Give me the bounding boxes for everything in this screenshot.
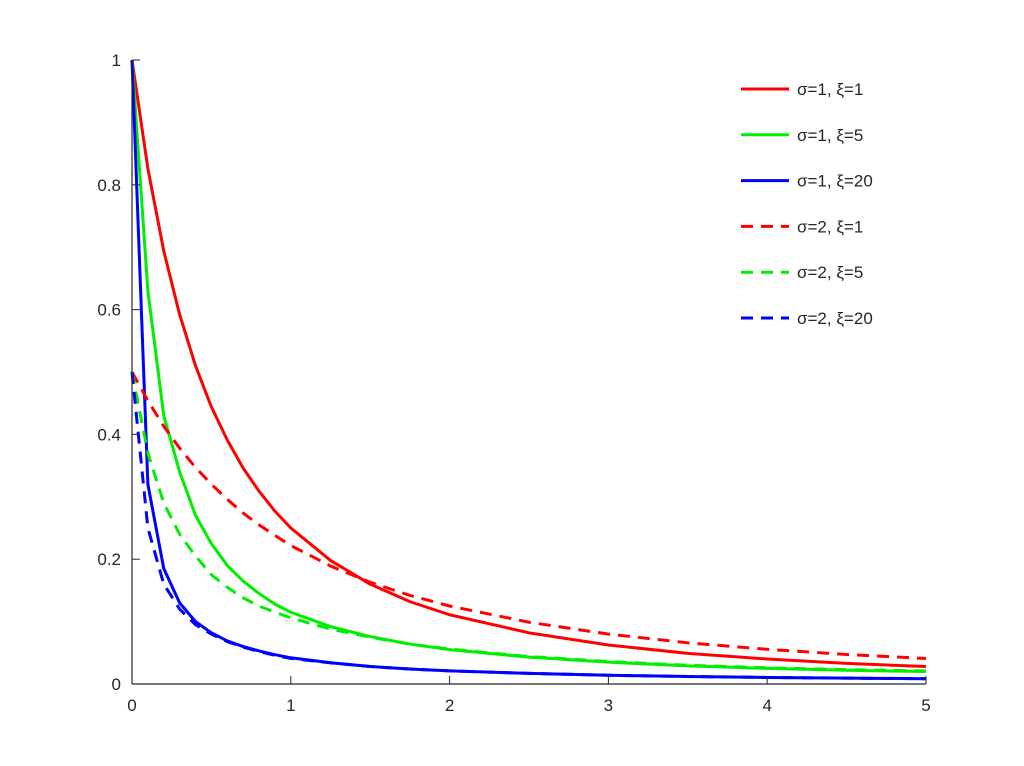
legend-entry: σ=1, ξ=20 xyxy=(741,172,873,191)
x-tick-label: 3 xyxy=(604,696,613,715)
legend-entry: σ=1, ξ=1 xyxy=(741,80,863,99)
legend-label: σ=2, ξ=20 xyxy=(797,309,873,328)
legend-entry: σ=1, ξ=5 xyxy=(741,126,863,145)
legend-entry: σ=2, ξ=20 xyxy=(741,309,873,328)
axes-layer: 0 1 2 3 4 5 0 0.2 0.4 0.6 0.8 1 xyxy=(97,51,930,715)
legend-label: σ=1, ξ=5 xyxy=(797,126,863,145)
x-tick-label: 4 xyxy=(762,696,771,715)
series-line-4 xyxy=(130,371,927,661)
legend-label: σ=2, ξ=1 xyxy=(797,217,863,236)
series-layer xyxy=(130,59,927,681)
legend-entry: σ=2, ξ=1 xyxy=(741,217,863,236)
legend-entry: σ=2, ξ=5 xyxy=(741,263,863,282)
y-tick-label: 1 xyxy=(112,51,121,70)
series-line-6 xyxy=(130,371,927,681)
series-line-5 xyxy=(130,371,927,673)
x-tick-label: 1 xyxy=(286,696,295,715)
series-line-1 xyxy=(130,59,927,669)
legend-label: σ=1, ξ=20 xyxy=(797,172,873,191)
legend-label: σ=1, ξ=1 xyxy=(797,80,863,99)
series-line-2 xyxy=(130,59,927,674)
legend: σ=1, ξ=1 σ=1, ξ=5 σ=1, ξ=20 σ=2, ξ=1 σ=2, ξ=… xyxy=(741,80,873,328)
y-tick-label: 0 xyxy=(112,675,121,694)
y-tick-label: 0.8 xyxy=(97,176,121,195)
x-tick-label: 0 xyxy=(127,696,136,715)
legend-label: σ=2, ξ=5 xyxy=(797,263,863,282)
y-tick-label: 0.6 xyxy=(97,301,121,320)
y-tick-label: 0.4 xyxy=(97,425,121,444)
x-tick-label: 2 xyxy=(445,696,454,715)
x-tick-label: 5 xyxy=(921,696,930,715)
y-tick-label: 0.2 xyxy=(97,550,121,569)
